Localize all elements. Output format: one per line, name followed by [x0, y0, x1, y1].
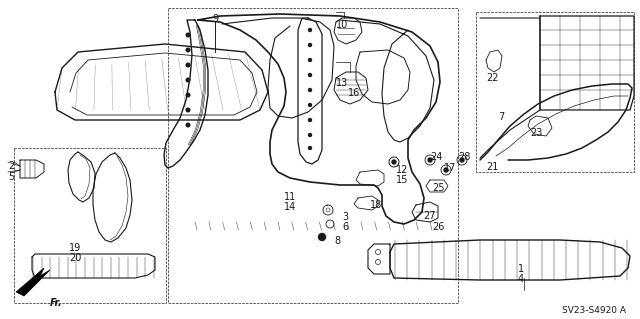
Text: 13: 13	[336, 78, 348, 88]
Text: 7: 7	[498, 112, 504, 122]
Circle shape	[308, 103, 312, 107]
Circle shape	[428, 158, 432, 162]
Polygon shape	[16, 268, 50, 296]
Bar	[168, 8, 458, 303]
Text: 20: 20	[69, 253, 81, 263]
Text: 11: 11	[284, 192, 296, 202]
Text: 24: 24	[430, 152, 442, 162]
Circle shape	[308, 73, 312, 77]
Circle shape	[186, 123, 190, 127]
Circle shape	[308, 43, 312, 47]
Text: 19: 19	[69, 243, 81, 253]
Text: 18: 18	[370, 200, 382, 210]
Circle shape	[186, 93, 190, 97]
Text: 8: 8	[334, 236, 340, 246]
Text: 25: 25	[432, 183, 445, 193]
Bar	[476, 12, 634, 172]
Circle shape	[308, 133, 312, 137]
Circle shape	[186, 78, 190, 82]
Text: 21: 21	[486, 162, 499, 172]
Circle shape	[444, 168, 448, 172]
Text: 27: 27	[423, 211, 435, 221]
Text: SV23-S4920 A: SV23-S4920 A	[562, 306, 626, 315]
Circle shape	[308, 58, 312, 62]
Text: 5: 5	[8, 172, 14, 182]
Circle shape	[186, 108, 190, 112]
Text: 6: 6	[342, 222, 348, 232]
Circle shape	[186, 33, 190, 37]
Text: 2: 2	[8, 161, 14, 171]
Text: 12: 12	[396, 165, 408, 175]
Text: 17: 17	[444, 163, 456, 173]
Text: 10: 10	[336, 20, 348, 30]
Circle shape	[308, 118, 312, 122]
Circle shape	[319, 234, 326, 241]
Text: Fr.: Fr.	[50, 298, 63, 308]
Text: 23: 23	[530, 128, 542, 138]
Circle shape	[308, 88, 312, 92]
Text: 28: 28	[458, 152, 470, 162]
Text: 4: 4	[518, 274, 524, 284]
Text: 22: 22	[486, 73, 499, 83]
Bar	[14, 148, 166, 303]
Text: 14: 14	[284, 202, 296, 212]
Circle shape	[186, 48, 190, 52]
Text: 16: 16	[348, 88, 360, 98]
Circle shape	[392, 160, 396, 164]
Circle shape	[308, 146, 312, 150]
Text: 1: 1	[518, 264, 524, 274]
Text: 26: 26	[432, 222, 444, 232]
Text: 3: 3	[342, 212, 348, 222]
Text: 9: 9	[212, 14, 218, 24]
Circle shape	[308, 28, 312, 32]
Circle shape	[186, 63, 190, 67]
Circle shape	[460, 158, 464, 162]
Text: 15: 15	[396, 175, 408, 185]
